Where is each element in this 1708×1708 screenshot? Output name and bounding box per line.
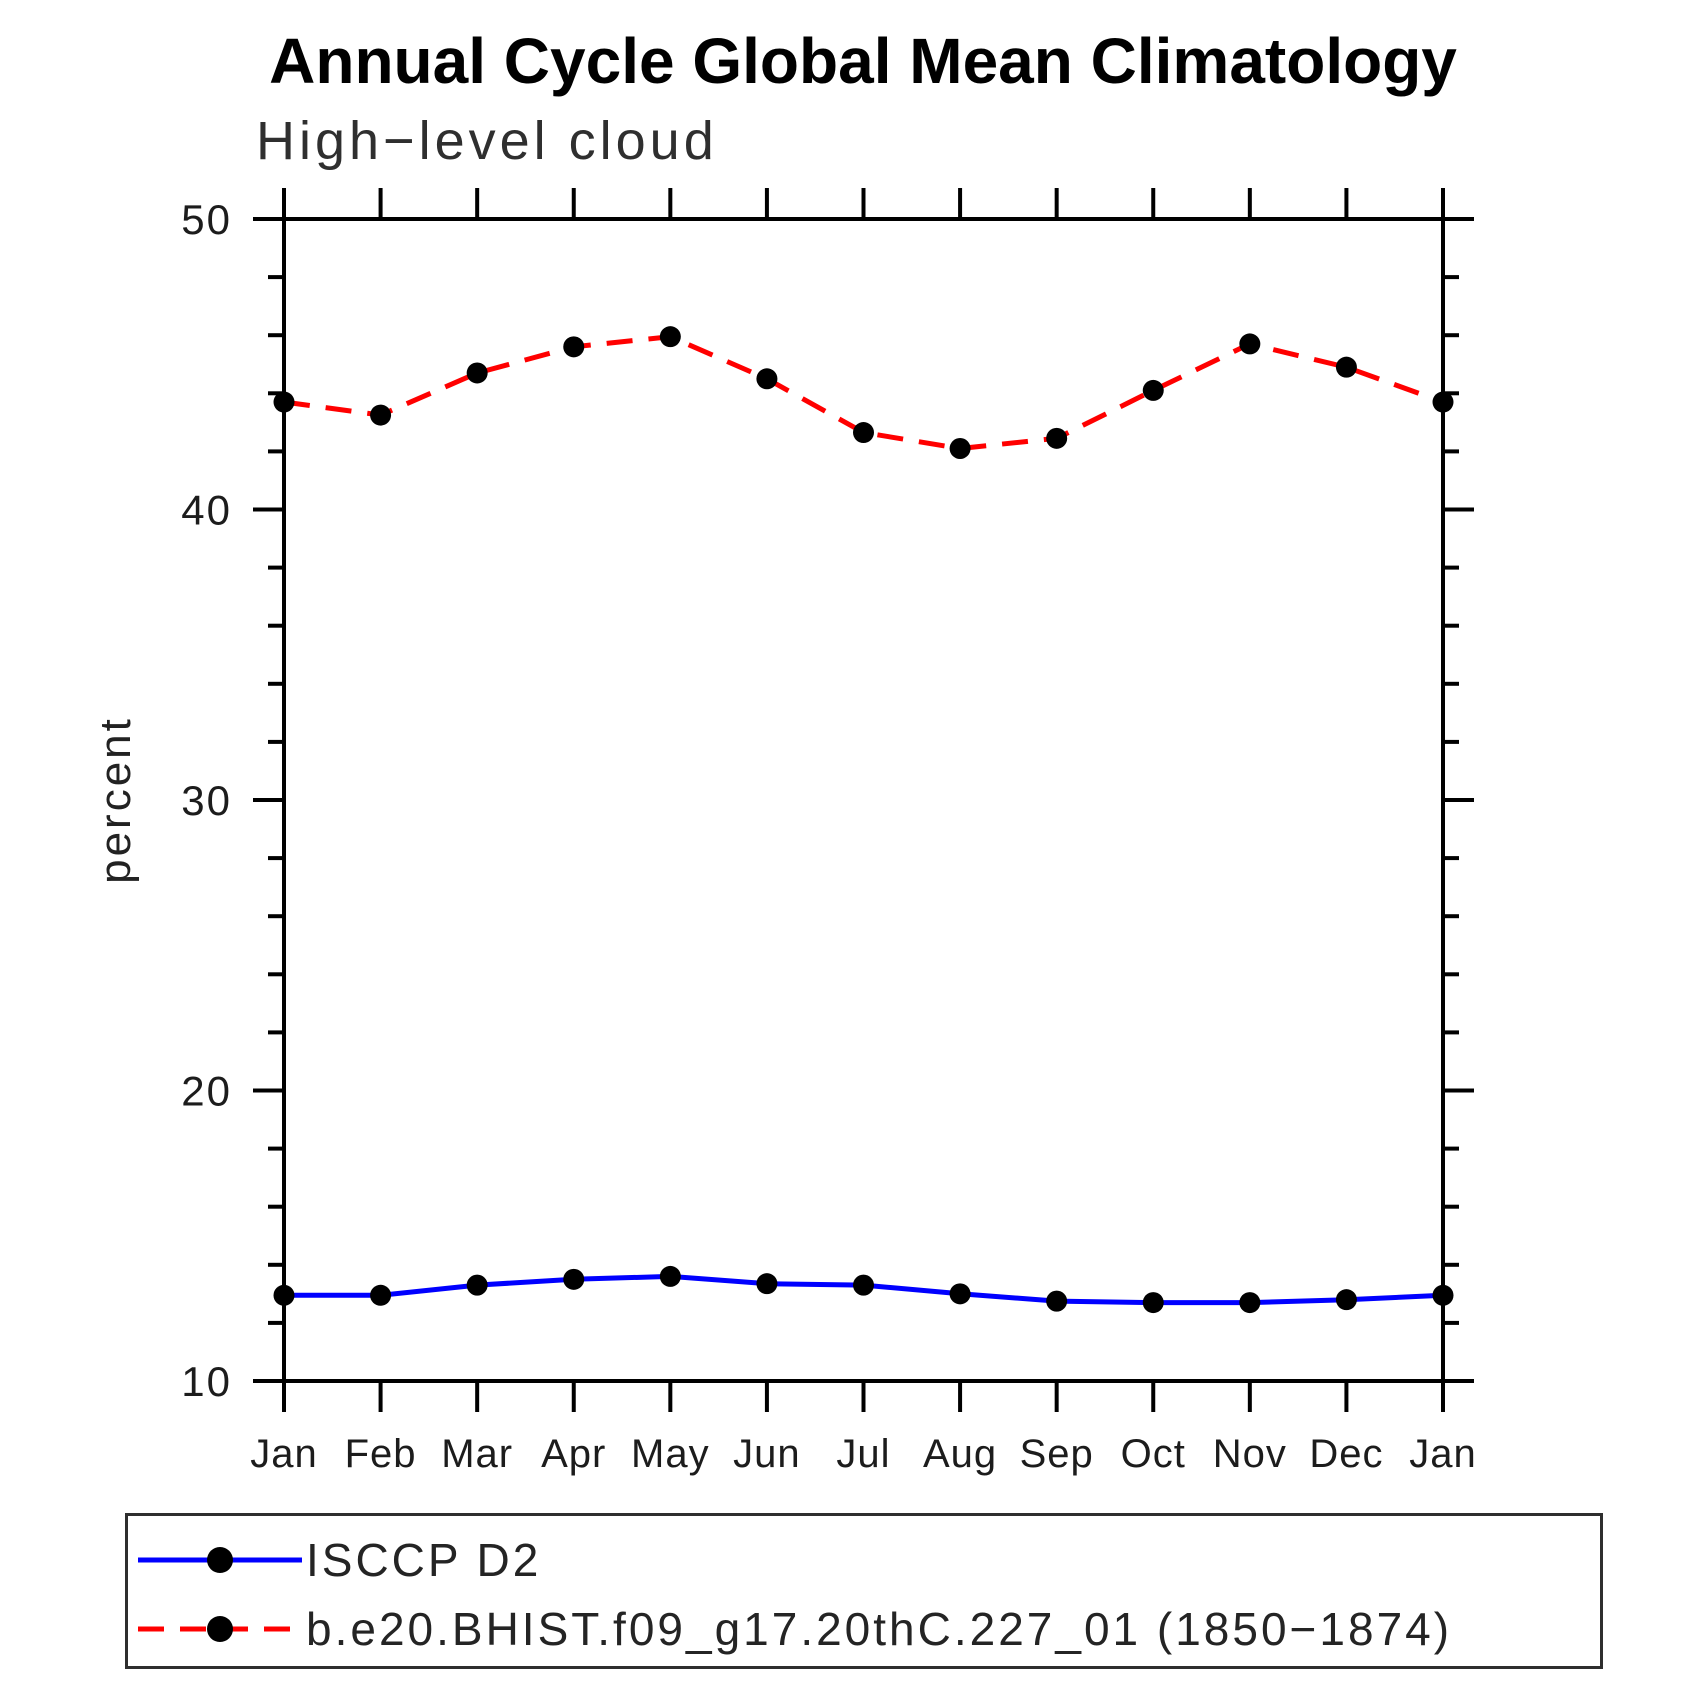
- data-point: [1142, 1292, 1164, 1314]
- legend-item-model: b.e20.BHIST.f09_g17.20thC.227_01 (1850−1…: [134, 1603, 1452, 1655]
- data-point: [1432, 391, 1454, 413]
- x-tick-label: Feb: [345, 1432, 417, 1476]
- legend-sample-dashed-line: [138, 1616, 302, 1642]
- x-tick-label: May: [631, 1432, 710, 1476]
- legend-marker-dot: [207, 1616, 233, 1642]
- data-point: [563, 336, 585, 358]
- legend-label-model: b.e20.BHIST.f09_g17.20thC.227_01 (1850−1…: [306, 1603, 1453, 1655]
- x-tick-label: Oct: [1121, 1432, 1186, 1476]
- data-point: [1046, 427, 1068, 449]
- x-tick-label: Mar: [441, 1432, 513, 1476]
- x-tick-label: Dec: [1309, 1432, 1383, 1476]
- y-tick-label: 50: [181, 196, 232, 243]
- data-point: [273, 1284, 295, 1306]
- legend-label-isccp: ISCCP D2: [306, 1534, 542, 1586]
- y-tick-label: 20: [181, 1068, 232, 1115]
- data-point: [563, 1268, 585, 1290]
- data-point: [756, 1273, 778, 1295]
- data-point: [1432, 1284, 1454, 1306]
- data-point: [949, 1283, 971, 1305]
- data-point: [466, 1274, 488, 1296]
- x-tick-label: Jul: [836, 1432, 890, 1476]
- x-tick-label: Apr: [541, 1432, 606, 1476]
- legend-box: ISCCP D2 b.e20.BHIST.f09_g17.20thC.227_0…: [125, 1513, 1603, 1669]
- data-point: [756, 368, 778, 390]
- data-point: [370, 404, 392, 426]
- data-point: [659, 1265, 681, 1287]
- data-point: [1335, 356, 1357, 378]
- y-tick-label: 30: [181, 777, 232, 824]
- y-tick-label: 40: [181, 487, 232, 534]
- data-point: [1239, 333, 1261, 355]
- data-point: [1046, 1290, 1068, 1312]
- data-point: [1239, 1292, 1261, 1314]
- data-point: [1142, 379, 1164, 401]
- axis-ticks: [253, 188, 1474, 1412]
- legend-sample-solid-line: [138, 1547, 302, 1573]
- x-tick-label: Sep: [1020, 1432, 1094, 1476]
- y-tick-label: 10: [181, 1358, 232, 1405]
- data-point: [273, 391, 295, 413]
- legend-marker-dot: [207, 1547, 233, 1573]
- chart-subtitle: High−level cloud: [256, 111, 718, 171]
- x-tick-label: Aug: [923, 1432, 997, 1476]
- data-point: [659, 326, 681, 348]
- x-tick-label: Nov: [1213, 1432, 1287, 1476]
- data-point: [466, 362, 488, 384]
- data-series: [273, 326, 1454, 1314]
- plot-border: [282, 217, 1445, 1383]
- axis-tick-labels: 50 40 30 20 10 Jan Feb Mar Apr May Jun Jul Aug Sep Oct…: [181, 196, 1477, 1476]
- data-point: [370, 1284, 392, 1306]
- x-tick-label: Jan: [250, 1432, 318, 1476]
- x-tick-label: Jan: [1409, 1432, 1477, 1476]
- data-point: [1335, 1289, 1357, 1311]
- data-point: [949, 437, 971, 459]
- data-point: [853, 1274, 874, 1296]
- data-point: [853, 422, 874, 444]
- x-tick-label: Jun: [733, 1432, 801, 1476]
- legend-item-isccp: ISCCP D2: [134, 1534, 541, 1586]
- chart-title: Annual Cycle Global Mean Climatology: [269, 25, 1457, 97]
